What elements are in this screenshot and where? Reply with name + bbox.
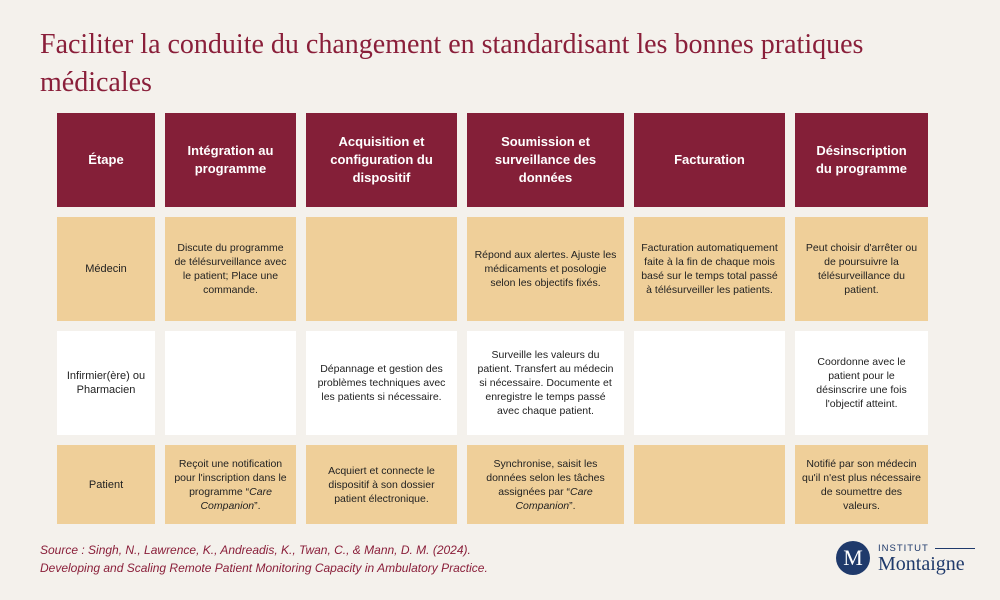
source-line-2: Developing and Scaling Remote Patient Mo… xyxy=(40,561,488,575)
cell-infirmier-acquisition: Dépannage et gestion des problèmes techn… xyxy=(306,331,457,435)
logo-rule xyxy=(934,547,975,549)
cell-medecin-acquisition xyxy=(306,217,457,321)
header-etape: Étape xyxy=(57,113,155,207)
institut-montaigne-logo: M INSTITUT Montaigne xyxy=(836,541,975,575)
row-label-medecin: Médecin xyxy=(57,217,155,321)
logo-m-icon: M xyxy=(836,541,870,575)
cell-medecin-integration: Discute du programme de télésurveillance… xyxy=(165,217,296,321)
cell-infirmier-soumission: Surveille les valeurs du patient. Transf… xyxy=(467,331,624,435)
cell-patient-integration: Reçoit une notification pour l'inscripti… xyxy=(165,445,296,524)
cell-medecin-facturation: Facturation automatiquement faite à la f… xyxy=(634,217,785,321)
cell-patient-acquisition: Acquiert et connecte le dispositif à son… xyxy=(306,445,457,524)
logo-bottom-text: Montaigne xyxy=(878,552,965,575)
cell-infirmier-desinscription: Coordonne avec le patient pour le désins… xyxy=(795,331,928,435)
cell-infirmier-integration xyxy=(165,331,296,435)
cell-medecin-soumission: Répond aux alertes. Ajuste les médicamen… xyxy=(467,217,624,321)
source-citation: Source : Singh, N., Lawrence, K., Andrea… xyxy=(40,541,488,577)
page-title: Faciliter la conduite du changement en s… xyxy=(40,29,864,98)
row-label-patient: Patient xyxy=(57,445,155,524)
header-integration: Intégration au programme xyxy=(165,113,296,207)
row-label-infirmier: Infirmier(ère) ou Pharmacien xyxy=(57,331,155,435)
logo-wordmark: INSTITUT Montaigne xyxy=(878,543,975,574)
header-facturation: Facturation xyxy=(634,113,785,207)
source-line-1: Source : Singh, N., Lawrence, K., Andrea… xyxy=(40,543,471,557)
cell-patient-facturation xyxy=(634,445,785,524)
cell-infirmier-facturation xyxy=(634,331,785,435)
header-soumission: Soumission et surveillance des données xyxy=(467,113,624,207)
process-table: Étape Intégration au programme Acquisiti… xyxy=(57,113,928,524)
cell-patient-soumission: Synchronise, saisit les données selon le… xyxy=(467,445,624,524)
cell-patient-desinscription: Notifié par son médecin qu'il n'est plus… xyxy=(795,445,928,524)
header-desinscription: Désinscription du programme xyxy=(795,113,928,207)
logo-top-text: INSTITUT xyxy=(878,542,929,554)
cell-medecin-desinscription: Peut choisir d'arrêter ou de poursuivre … xyxy=(795,217,928,321)
header-acquisition: Acquisition et configuration du disposit… xyxy=(306,113,457,207)
